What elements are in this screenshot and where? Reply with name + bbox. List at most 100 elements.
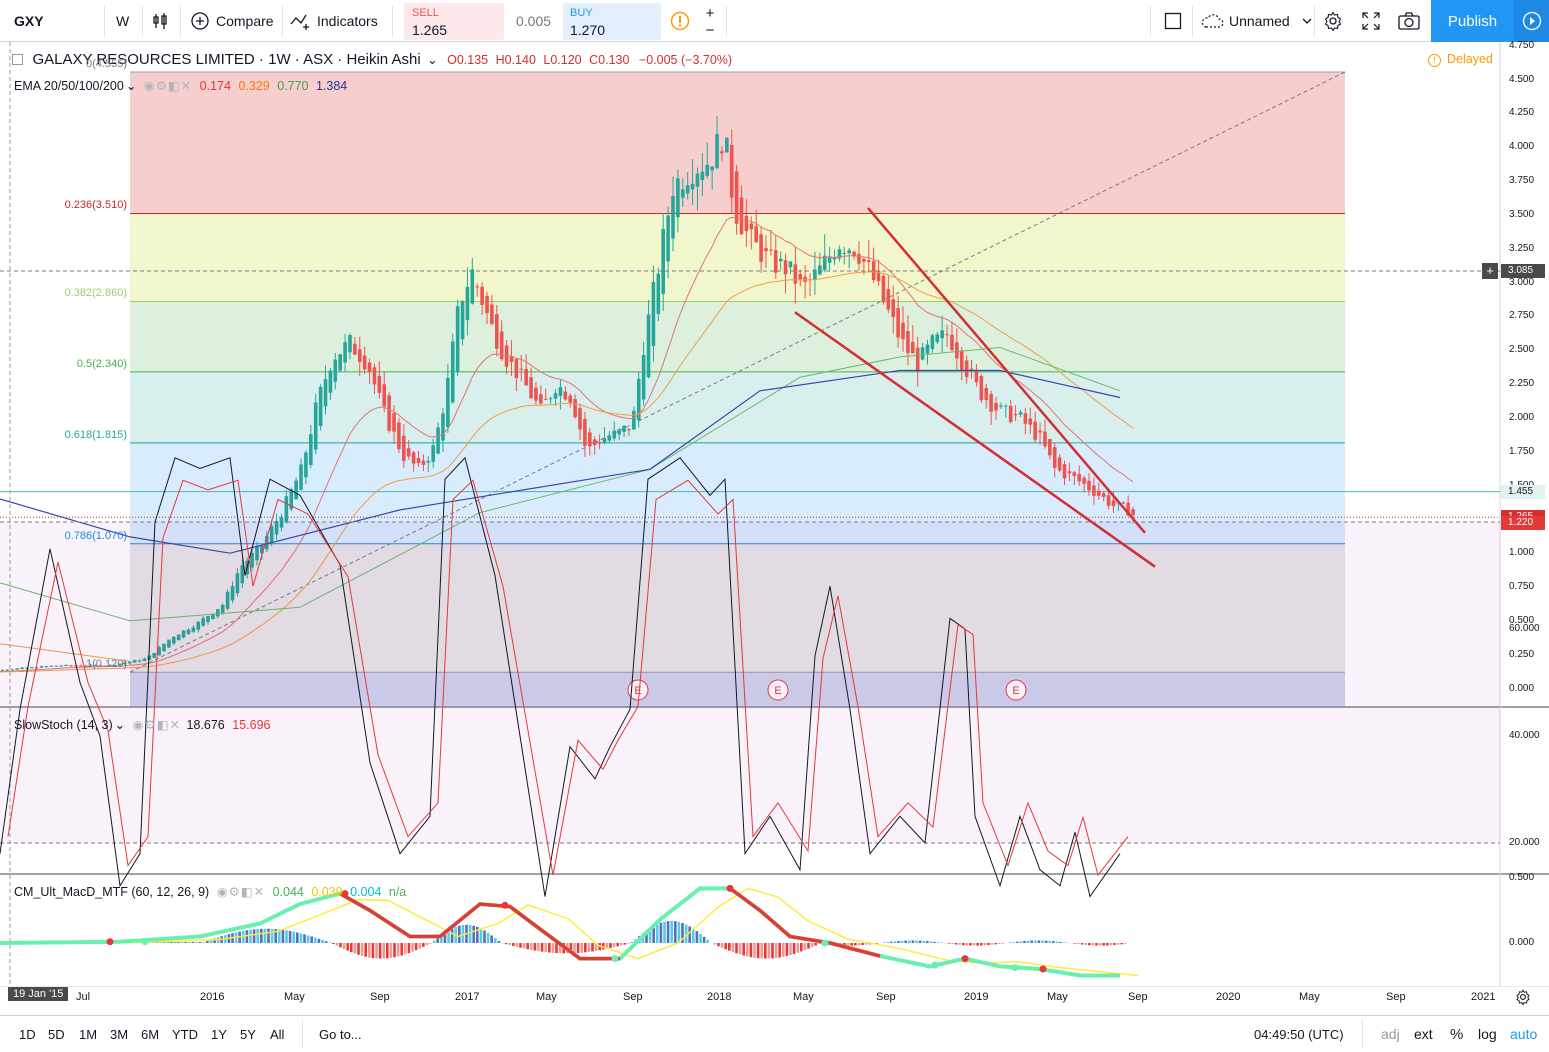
ema-value-2: 0.329 [238,79,269,93]
macd-bar [480,929,483,943]
macd-bar [746,943,749,956]
candle-body [343,342,347,362]
range-button-5y[interactable]: 5Y [240,1016,256,1052]
compare-button[interactable]: Compare [190,0,274,42]
candle-body [549,398,553,399]
candle-body [931,335,935,349]
add-alert-plus-icon[interactable]: + [1482,263,1498,279]
fullscreen-square-icon[interactable] [1164,0,1182,42]
chart-style-icon[interactable] [152,0,170,42]
candle-body [666,215,670,261]
chevron-down-icon[interactable]: ⌄ [126,79,136,93]
ema-value-4: 1.384 [316,79,347,93]
macd-bar [962,943,965,945]
expand-icon[interactable] [1362,0,1380,42]
macd-bar [267,929,270,943]
macd-cross-dot [727,885,734,892]
macd-bar [426,943,429,945]
range-button-1d[interactable]: 1D [19,1016,36,1052]
candle-body [397,422,401,449]
chevron-down-icon[interactable]: ⌄ [115,718,125,732]
macd-bar [436,938,439,943]
candle-body [642,355,646,400]
range-button-all[interactable]: All [270,1016,284,1052]
range-button-1y[interactable]: 1Y [211,1016,227,1052]
candle-body [999,406,1003,407]
macd-bar [451,928,454,943]
macd-bar [717,943,720,946]
stoch-d-value: 15.696 [232,718,270,732]
study-controls-icon[interactable]: ◉⚙◧✕ [144,79,192,93]
scale-option-2[interactable]: % [1450,1016,1463,1052]
indicators-button[interactable]: Indicators [290,0,378,42]
minus-icon[interactable]: − [701,22,719,38]
study-controls-icon[interactable]: ◉⚙◧✕ [133,718,181,732]
macd-bar [685,925,688,943]
candle-body [299,464,303,489]
macd-bar [760,943,763,958]
camera-icon[interactable] [1398,0,1420,42]
macd-bar [1124,943,1127,944]
macd-bar [955,943,958,945]
macd-bar [1059,942,1062,943]
macd-bar [778,943,781,957]
macd-bar [584,943,587,952]
scale-option-4[interactable]: auto [1510,1016,1537,1052]
plus-icon[interactable]: + [701,5,719,21]
ohlc-open: O0.135 [447,53,488,67]
macd-bar [739,943,742,954]
macd-bar [1099,943,1102,946]
candle-body [862,259,866,262]
candle-body [495,314,499,349]
chart-canvas[interactable]: EEE [0,42,1549,987]
macd-bar [174,942,177,943]
chevron-down-icon[interactable]: ⌄ [427,53,437,67]
chart-settings-gear-icon[interactable] [1515,989,1531,1008]
time-axis-label: Jul [76,991,90,1003]
study-controls-icon[interactable]: ◉⚙◧✕ [217,885,265,899]
info-icon[interactable] [670,0,690,42]
macd-bar [289,931,292,943]
top-toolbar: GXY W Compare Indicators SELL 1.265 0.00… [0,0,1549,42]
range-button-5d[interactable]: 5D [48,1016,65,1052]
macd-bar [530,943,533,950]
candle-body [769,250,773,251]
goto-button[interactable]: Go to... [319,1016,362,1052]
scale-option-0[interactable]: adj [1381,1016,1400,1052]
macd-bar [1077,943,1080,944]
price-axis-label: 3.750 [1509,175,1534,186]
range-button-1m[interactable]: 1M [79,1016,97,1052]
candle-body [588,432,592,446]
interval-button[interactable]: W [116,0,129,42]
macd-bar [1095,943,1098,946]
range-button-6m[interactable]: 6M [141,1016,159,1052]
range-button-3m[interactable]: 3M [110,1016,128,1052]
macd-bar [901,941,904,943]
play-icon[interactable] [1514,0,1549,42]
candle-body [710,167,714,171]
layout-menu[interactable]: Unnamed [1200,0,1312,42]
utc-clock[interactable]: 04:49:50 (UTC) [1254,1016,1344,1052]
candle-body [568,396,572,403]
candle-body [965,360,969,376]
candle-body [945,334,949,335]
candle-body [593,439,597,445]
macd-bar [1052,941,1055,943]
price-axis-label: 1.000 [1509,547,1534,558]
candle-body [304,453,308,478]
publish-button[interactable]: Publish [1431,0,1514,42]
buy-button[interactable]: BUY 1.270 [563,3,661,40]
macd-bar [976,943,979,946]
candle-body [480,287,484,305]
gear-icon[interactable] [1323,0,1343,42]
macd-bar [804,943,807,950]
indicators-label: Indicators [317,13,378,29]
scale-option-3[interactable]: log [1478,1016,1497,1052]
scale-option-1[interactable]: ext [1414,1016,1433,1052]
range-button-ytd[interactable]: YTD [172,1016,198,1052]
collapse-icon[interactable] [12,54,23,65]
symbol-search[interactable]: GXY [14,0,44,42]
candle-body [891,299,895,317]
macd-bar [346,943,349,951]
sell-button[interactable]: SELL 1.265 [404,3,504,40]
